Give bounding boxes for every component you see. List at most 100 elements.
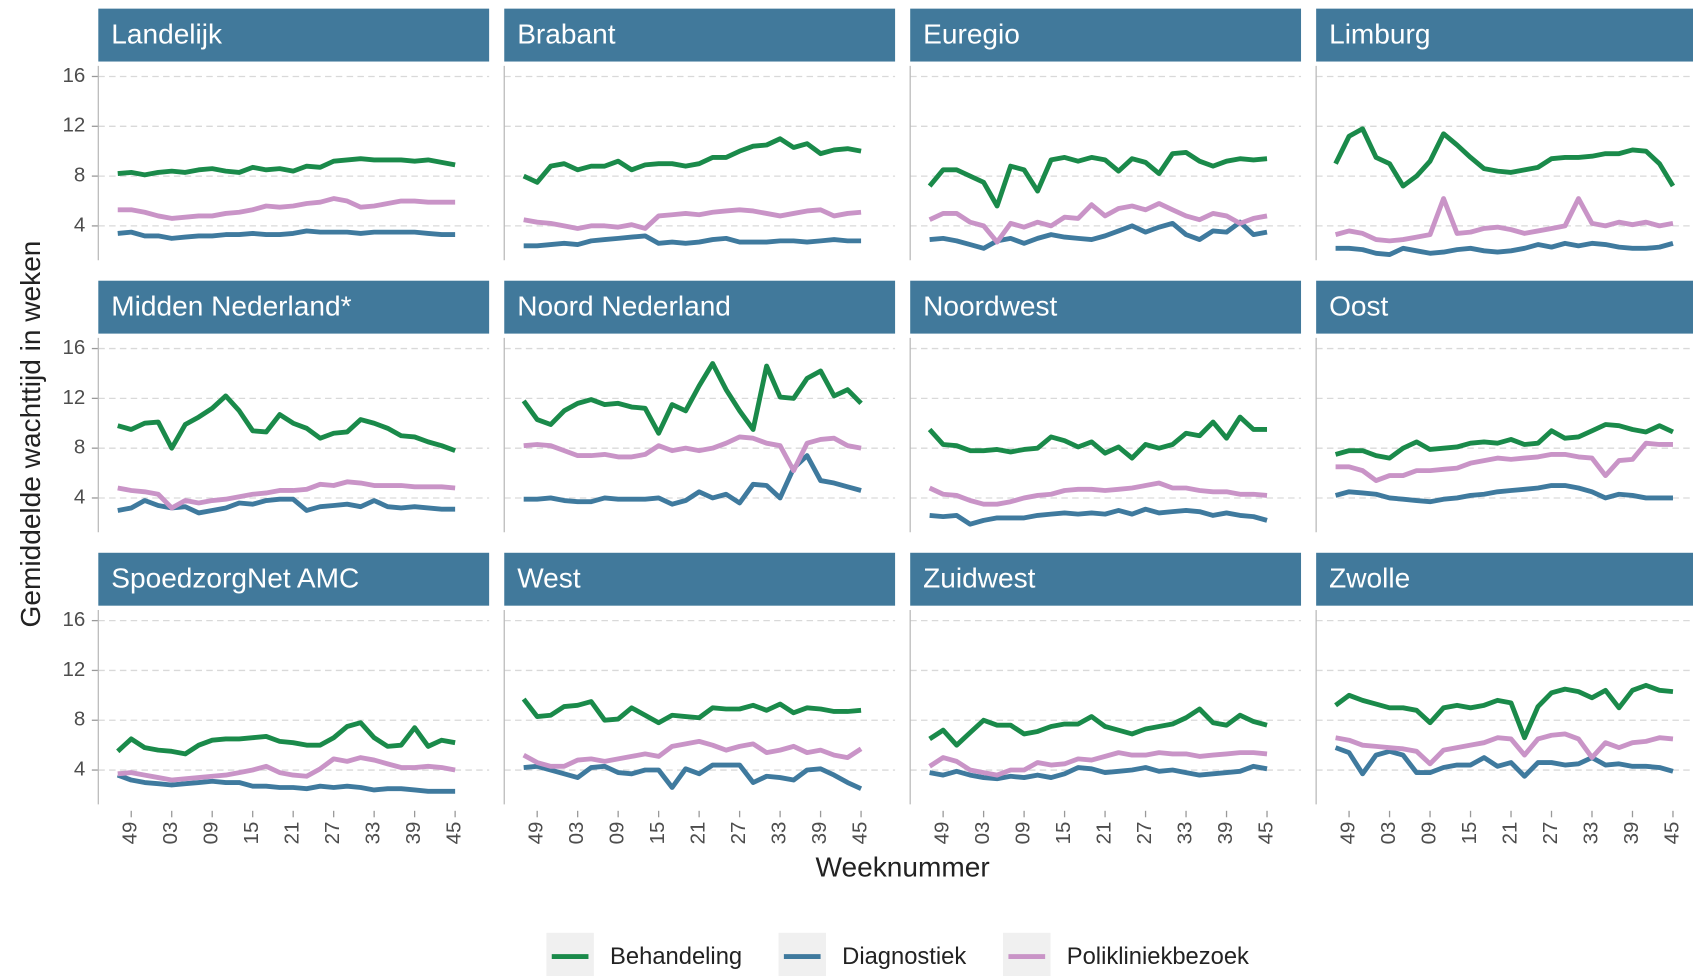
y-tick-label: 16 xyxy=(63,64,86,87)
x-tick-label: 15 xyxy=(1052,822,1075,845)
x-tick-label: 03 xyxy=(971,822,994,845)
x-tick-label: 21 xyxy=(281,822,304,845)
panel-title: Limburg xyxy=(1329,19,1430,50)
x-tick-label: 39 xyxy=(1214,822,1237,845)
strip xyxy=(504,280,896,334)
x-tick-label: 03 xyxy=(565,822,588,845)
y-tick-label: 12 xyxy=(63,658,86,681)
series-line xyxy=(523,233,862,249)
series-line xyxy=(1334,483,1673,505)
series-line xyxy=(523,453,862,507)
y-tick-label: 12 xyxy=(63,114,86,137)
x-tick-label: 03 xyxy=(1377,822,1400,845)
y-tick-label: 8 xyxy=(74,164,85,187)
y-tick-label: 8 xyxy=(74,708,85,731)
series-line xyxy=(521,697,862,726)
series-line xyxy=(523,434,862,474)
x-tick-label: 21 xyxy=(1498,822,1521,845)
series-line xyxy=(523,207,862,231)
x-tick-label: 27 xyxy=(321,822,344,845)
x-tick-label: 15 xyxy=(1458,822,1481,845)
x-tick-label: 45 xyxy=(1660,822,1683,845)
series-line xyxy=(928,706,1268,748)
series-line xyxy=(1335,731,1674,767)
series-line xyxy=(521,361,863,436)
series-line xyxy=(1334,745,1674,779)
series-line xyxy=(928,201,1268,245)
series-line xyxy=(927,150,1268,209)
panel-title: Noord Nederland xyxy=(517,291,731,322)
y-tick-label: 16 xyxy=(63,336,86,359)
x-tick-label: 15 xyxy=(240,822,263,845)
x-tick-label: 39 xyxy=(402,822,425,845)
series-line xyxy=(116,720,456,757)
series-line xyxy=(927,414,1268,461)
strip xyxy=(1316,552,1693,606)
x-tick-label: 33 xyxy=(1579,822,1602,845)
x-tick-label: 27 xyxy=(1133,822,1156,845)
panel-title: Euregio xyxy=(923,19,1020,50)
series-line xyxy=(1333,126,1676,189)
x-tick-label: 33 xyxy=(1173,822,1196,845)
panel-title: Zuidwest xyxy=(923,563,1035,594)
y-tick-label: 16 xyxy=(63,608,86,631)
series-line xyxy=(928,480,1268,507)
x-tick-label: 15 xyxy=(646,822,669,845)
series-line xyxy=(1334,682,1674,741)
x-tick-label: 45 xyxy=(1254,822,1277,845)
series-line xyxy=(522,738,863,769)
series-line xyxy=(117,156,456,178)
series-line xyxy=(523,762,863,791)
panel-title: Noordwest xyxy=(923,291,1057,322)
series-line xyxy=(1334,422,1674,461)
series-line xyxy=(116,772,456,794)
y-tick-label: 4 xyxy=(74,213,85,236)
series-line xyxy=(929,506,1268,527)
legend-label: Behandeling xyxy=(610,943,742,970)
panel-title: Oost xyxy=(1329,291,1388,322)
x-tick-label: 09 xyxy=(1417,822,1440,845)
x-tick-label: 49 xyxy=(1336,822,1359,845)
strip xyxy=(504,8,896,62)
x-tick-label: 49 xyxy=(119,822,142,845)
x-tick-label: 49 xyxy=(931,822,954,845)
strip xyxy=(910,280,1302,334)
series-line xyxy=(929,219,1268,251)
y-tick-label: 4 xyxy=(74,757,85,780)
x-tick-label: 45 xyxy=(443,822,466,845)
series-line xyxy=(117,479,456,511)
panel-title: West xyxy=(517,563,581,594)
series-line xyxy=(117,196,456,221)
series-line xyxy=(928,750,1268,778)
strip xyxy=(1316,8,1693,62)
x-tick-label: 27 xyxy=(1539,822,1562,845)
x-tick-label: 27 xyxy=(727,822,750,845)
panel-title: Brabant xyxy=(517,19,615,50)
panel-title: Zwolle xyxy=(1329,563,1410,594)
strip xyxy=(98,552,490,606)
strip xyxy=(98,280,490,334)
legend-label: Polikliniekbezoek xyxy=(1067,943,1249,970)
panel-title: SpoedzorgNet AMC xyxy=(111,563,359,594)
x-tick-label: 09 xyxy=(200,822,223,845)
x-tick-label: 49 xyxy=(525,822,548,845)
x-axis-title: Weeknummer xyxy=(816,852,990,883)
x-tick-label: 03 xyxy=(159,822,182,845)
x-tick-label: 33 xyxy=(768,822,791,845)
strip xyxy=(98,8,490,62)
y-tick-label: 12 xyxy=(63,386,86,409)
series-line xyxy=(117,755,456,783)
series-line xyxy=(1335,440,1673,483)
series-line xyxy=(117,393,456,453)
legend-label: Diagnostiek xyxy=(842,943,966,970)
x-tick-label: 09 xyxy=(1012,822,1035,845)
series-line xyxy=(117,228,456,241)
panel-title: Landelijk xyxy=(111,19,223,50)
series-line xyxy=(1334,196,1674,244)
x-tick-label: 39 xyxy=(1620,822,1643,845)
x-tick-label: 45 xyxy=(848,822,871,845)
x-tick-label: 33 xyxy=(362,822,385,845)
x-tick-label: 39 xyxy=(808,822,831,845)
